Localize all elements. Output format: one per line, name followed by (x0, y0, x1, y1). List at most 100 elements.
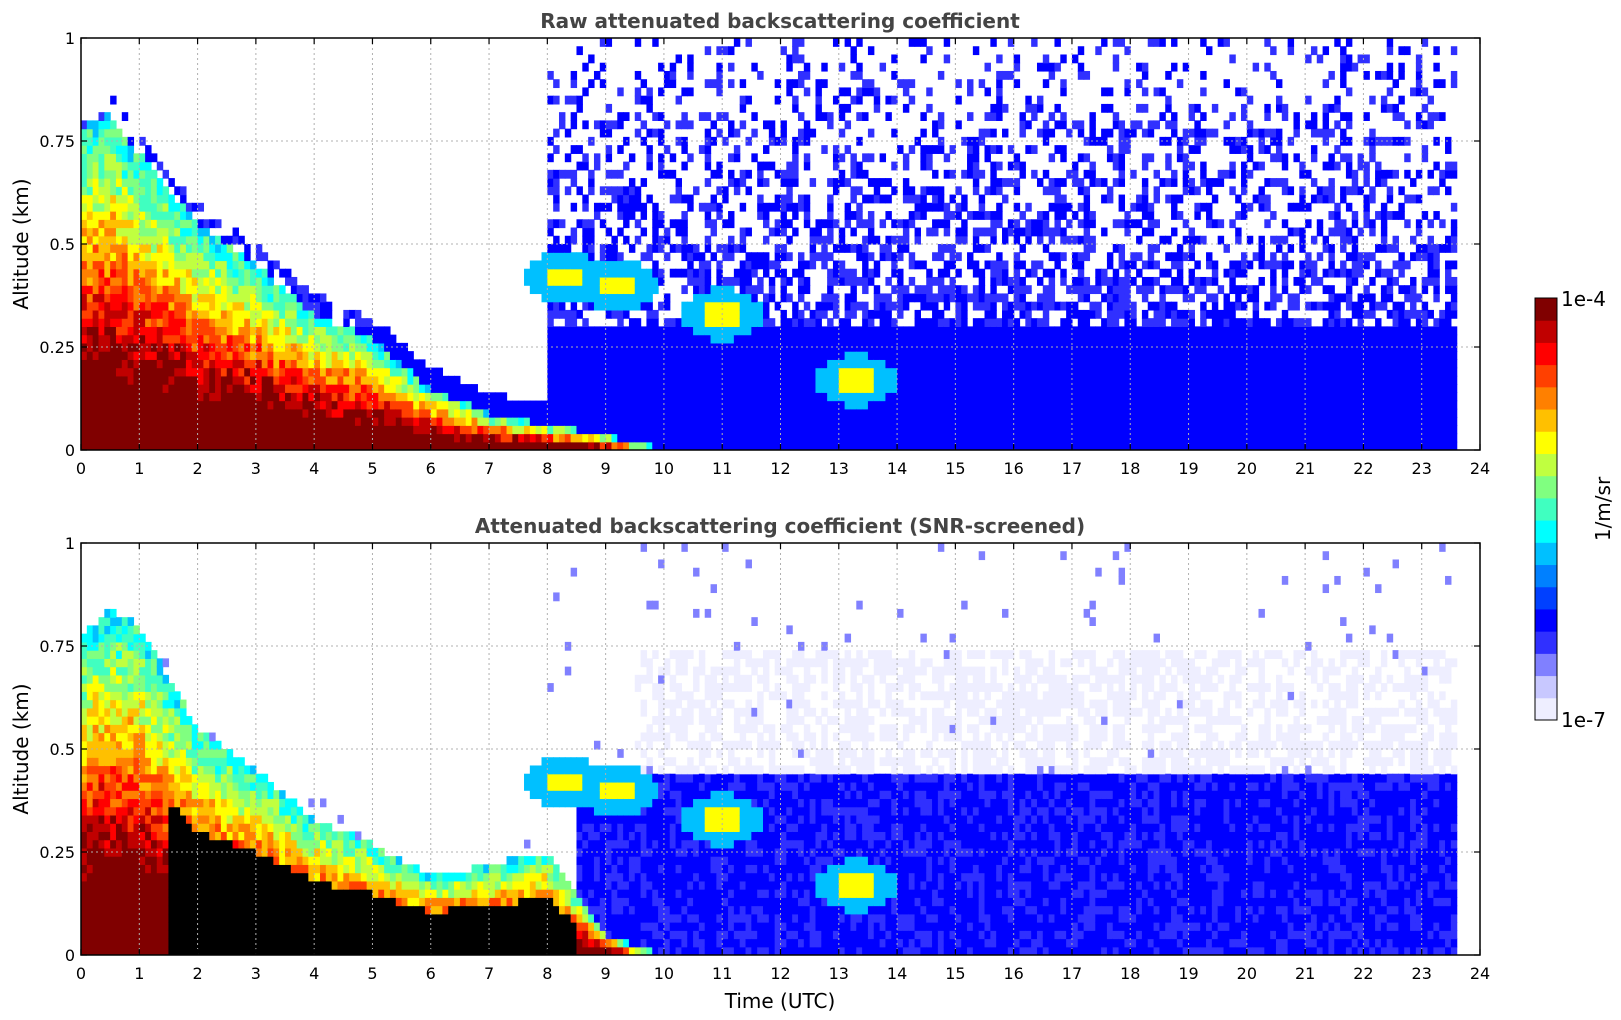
top-panel-heatmap-cell (115, 433, 123, 443)
top-panel-heatmap-cell (407, 351, 414, 360)
top-panel-heatmap-cell (1147, 326, 1155, 336)
top-panel-heatmap-cell (1165, 408, 1172, 418)
top-panel-heatmap-cell (180, 359, 187, 369)
top-panel-heatmap-cell (104, 145, 111, 154)
top-panel-heatmap-cell (1147, 433, 1155, 443)
top-panel-heatmap-cell (891, 301, 898, 311)
top-panel-heatmap-cell (599, 384, 607, 393)
top-panel-heatmap-cell (710, 433, 717, 443)
top-panel-heatmap-cell (1141, 400, 1149, 410)
top-panel-heatmap-cell (320, 384, 327, 393)
top-panel-heatmap-cell (238, 408, 245, 418)
top-panel-heatmap-cell (733, 334, 741, 344)
top-panel-heatmap-cell (1002, 70, 1009, 80)
top-panel-heatmap-cell (139, 417, 146, 426)
top-panel-heatmap-cell (133, 252, 140, 262)
top-panel-heatmap-cell (885, 194, 892, 204)
top-panel-heatmap-cell (401, 408, 409, 418)
top-panel-heatmap-cell (360, 408, 368, 418)
top-panel-heatmap-cell (681, 211, 688, 220)
top-panel-heatmap-cell (955, 95, 962, 105)
top-panel-heatmap-cell (104, 268, 111, 278)
top-panel-heatmap-cell (337, 417, 344, 426)
top-panel-heatmap-cell (127, 178, 135, 187)
top-panel-heatmap-cell (1153, 186, 1160, 196)
top-panel-heatmap-cell (115, 186, 123, 196)
top-panel-heatmap-cell (658, 244, 665, 253)
top-panel-heatmap-cell (267, 334, 274, 344)
top-panel-heatmap-cell (1042, 268, 1050, 278)
top-panel-heatmap-cell (1112, 293, 1120, 303)
top-panel-heatmap-cell (1054, 38, 1061, 47)
top-panel-heatmap-cell (967, 384, 974, 393)
top-panel-heatmap-cell (1002, 408, 1009, 418)
top-panel-heatmap-cell (81, 120, 88, 130)
top-panel-heatmap-cell (1188, 408, 1195, 418)
top-panel-heatmap-cell (1153, 408, 1160, 418)
top-panel-heatmap-cell (885, 178, 892, 187)
top-panel-heatmap-cell (634, 334, 642, 344)
top-panel-heatmap-cell (150, 392, 158, 402)
top-panel-heatmap-cell (693, 367, 700, 377)
top-panel-heatmap-cell (1106, 367, 1114, 377)
top-panel-heatmap-cell (856, 136, 863, 146)
top-panel-heatmap-cell (675, 120, 682, 130)
top-panel-heatmap-cell (926, 301, 933, 311)
top-panel-heatmap-cell (389, 384, 397, 393)
top-panel-heatmap-cell (215, 400, 222, 410)
top-panel-heatmap-cell (1118, 309, 1126, 319)
top-panel-heatmap-cell (891, 342, 898, 352)
top-panel-heatmap-cell (232, 235, 239, 245)
top-panel-heatmap-cell (885, 334, 892, 344)
top-panel-heatmap-cell (360, 384, 368, 393)
top-panel-heatmap-cell (127, 252, 135, 262)
top-panel-heatmap-cell (722, 334, 729, 344)
top-panel-heatmap-cell (838, 433, 846, 443)
top-panel-heatmap-cell (646, 375, 653, 385)
top-panel-heatmap-cell (115, 235, 123, 245)
top-panel-heatmap-cell (646, 309, 653, 319)
top-panel-heatmap-cell (1060, 301, 1067, 311)
top-panel-heatmap-cell (1007, 219, 1015, 229)
top-panel-heatmap-cell (1106, 441, 1114, 450)
top-panel-heatmap-cell (570, 392, 578, 402)
top-panel-heatmap-cell (669, 268, 677, 278)
top-panel-heatmap-cell (104, 276, 111, 286)
top-panel-heatmap-cell (494, 400, 502, 410)
top-panel-heatmap-cell (908, 351, 916, 360)
top-panel-heatmap-cell (862, 400, 869, 410)
top-panel-heatmap-cell (209, 235, 216, 245)
top-panel-heatmap-cell (745, 375, 752, 385)
top-panel-heatmap-cell (290, 384, 298, 393)
top-panel-heatmap-cell (535, 425, 543, 435)
top-panel-heatmap-cell (547, 417, 554, 426)
top-panel-heatmap-cell (553, 219, 560, 229)
top-panel-heatmap-cell (1019, 441, 1026, 450)
top-panel-heatmap-cell (605, 227, 613, 237)
top-panel-heatmap-cell (669, 70, 677, 80)
top-panel-heatmap-cell (81, 359, 88, 369)
top-panel-heatmap-cell (780, 268, 787, 278)
top-panel-heatmap-cell (675, 433, 682, 443)
top-panel-heatmap-cell (343, 318, 350, 327)
top-panel-heatmap-cell (652, 400, 659, 410)
top-panel-heatmap-cell (821, 293, 828, 303)
top-panel-heatmap-cell (343, 417, 350, 426)
top-panel-heatmap-cell (576, 334, 583, 344)
top-panel-heatmap-cell (850, 153, 857, 163)
top-panel-heatmap-cell (156, 301, 164, 311)
top-panel-heatmap-cell (605, 433, 613, 443)
top-panel-heatmap-cell (937, 367, 945, 377)
top-panel-heatmap-cell (932, 384, 939, 393)
top-panel-heatmap-cell (722, 375, 729, 385)
top-panel-heatmap-cell (640, 367, 648, 377)
top-panel-heatmap-cell (821, 219, 828, 229)
top-panel-heatmap-cell (827, 276, 834, 286)
top-panel-heatmap-cell (681, 342, 688, 352)
top-panel-heatmap-cell (611, 186, 618, 196)
top-panel-heatmap-cell (133, 326, 140, 336)
top-panel-heatmap-cell (1036, 95, 1044, 105)
top-panel-heatmap-cell (617, 169, 624, 179)
top-panel-heatmap-cell (879, 384, 887, 393)
top-panel-heatmap-cell (92, 194, 100, 204)
